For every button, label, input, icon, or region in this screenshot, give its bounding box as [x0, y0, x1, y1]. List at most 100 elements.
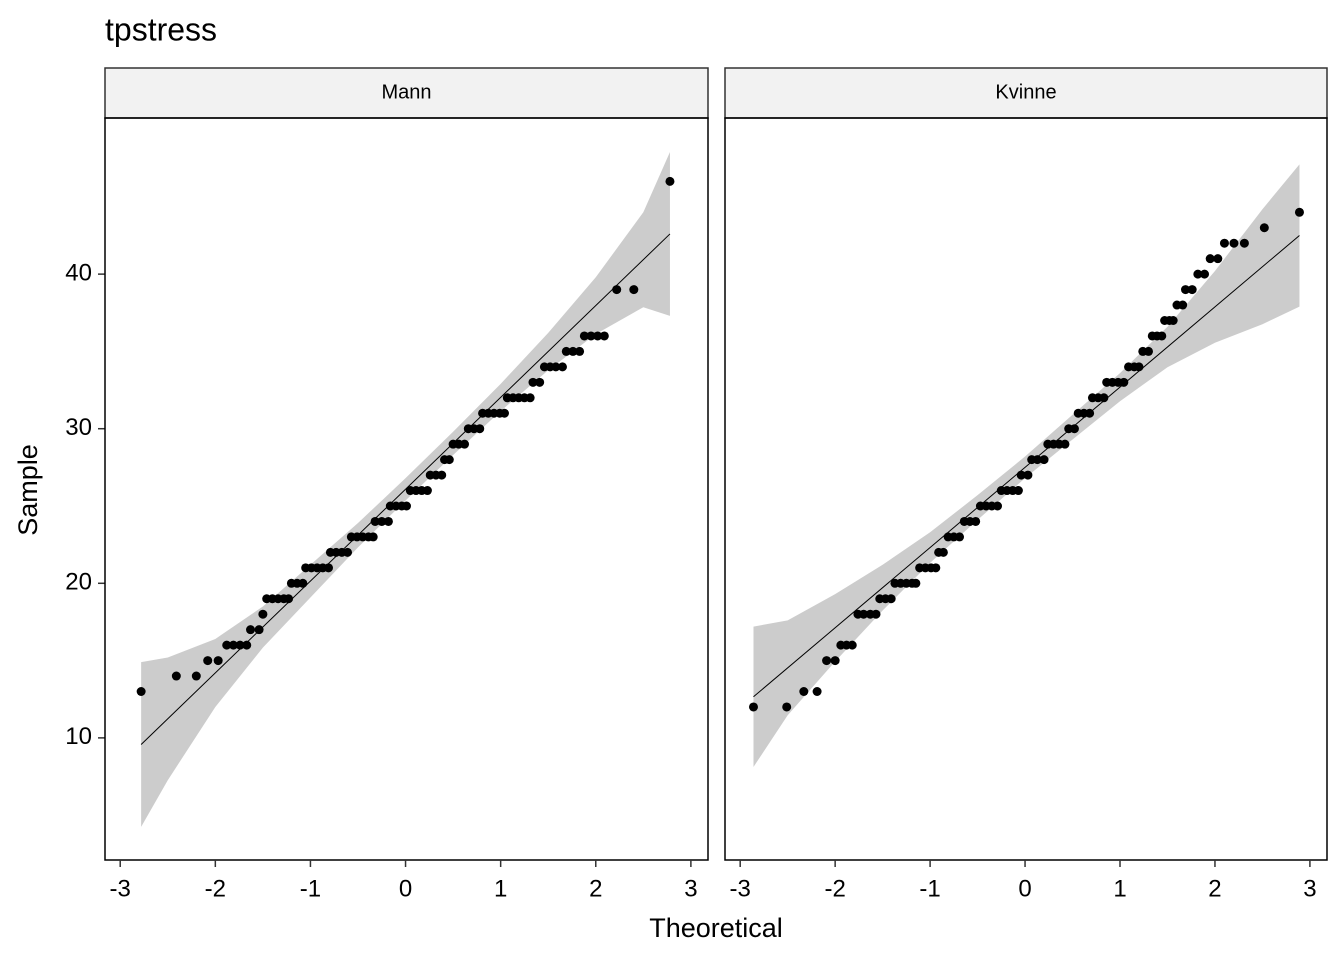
qq-point — [499, 408, 509, 418]
qq-point — [748, 702, 758, 712]
qq-point — [822, 656, 832, 666]
qq-point — [955, 532, 965, 542]
qq-point — [799, 687, 809, 697]
qq-point — [1039, 455, 1049, 465]
qq-point — [284, 594, 294, 604]
strip-label: Mann — [381, 81, 431, 103]
qq-point — [579, 331, 589, 341]
qq-point — [525, 393, 535, 403]
x-tick-label: -2 — [824, 875, 845, 902]
x-tick-label: -1 — [919, 875, 940, 902]
qq-point — [1085, 408, 1095, 418]
y-axis-label: Sample — [13, 444, 43, 536]
strip — [724, 67, 1328, 119]
qq-point — [1294, 207, 1304, 217]
qq-point — [383, 516, 393, 526]
qq-point — [222, 640, 232, 650]
qq-point — [599, 331, 609, 341]
x-axis-label: Theoretical — [649, 913, 783, 943]
y-tick-label: 30 — [65, 414, 92, 441]
x-tick-label: 3 — [684, 875, 697, 902]
qq-point — [370, 516, 380, 526]
x-tick-label: 2 — [1208, 875, 1221, 902]
qq-point — [377, 516, 387, 526]
qq-point — [1168, 316, 1178, 326]
qq-point — [1134, 362, 1144, 372]
qq-point — [437, 470, 447, 480]
qq-point — [593, 331, 603, 341]
qq-point — [1181, 285, 1191, 295]
qq-point — [191, 671, 201, 681]
qq-point — [1213, 254, 1223, 264]
qq-point — [1205, 254, 1215, 264]
qq-point — [1259, 223, 1269, 233]
y-tick-label: 10 — [65, 723, 92, 750]
x-tick-label: 0 — [1018, 875, 1031, 902]
qq-point — [528, 377, 538, 387]
qq-point — [444, 455, 454, 465]
strip-label: Kvinne — [995, 81, 1056, 103]
qq-point — [298, 578, 308, 588]
qq-point — [1200, 269, 1210, 279]
qq-point — [213, 656, 223, 666]
qq-point — [561, 346, 571, 356]
qq-point — [575, 346, 585, 356]
qq-point — [475, 424, 485, 434]
qq-point — [993, 501, 1003, 511]
qq-point — [568, 346, 578, 356]
qq-point — [1099, 393, 1109, 403]
qq-point — [460, 439, 470, 449]
qq-point — [228, 640, 238, 650]
qq-point — [1069, 424, 1079, 434]
qq-point — [665, 176, 675, 186]
qq-point — [557, 362, 567, 372]
qq-point — [1032, 455, 1042, 465]
qq-point — [586, 331, 596, 341]
x-tick-label: -2 — [205, 875, 226, 902]
qq-point — [136, 687, 146, 697]
qq-point — [235, 640, 245, 650]
qq-point — [830, 656, 840, 666]
x-tick-label: -1 — [300, 875, 321, 902]
qq-point — [535, 377, 545, 387]
qq-point — [812, 687, 822, 697]
qq-point — [1187, 285, 1197, 295]
reference-line — [753, 235, 1300, 698]
qq-point — [254, 625, 264, 635]
panel-border — [104, 117, 709, 861]
qq-point — [402, 501, 411, 511]
qq-point — [343, 547, 353, 557]
x-tick-label: 1 — [1113, 875, 1126, 902]
qq-point — [1119, 377, 1129, 387]
qq-point — [1143, 346, 1153, 356]
qq-point — [612, 285, 622, 295]
panel-border — [724, 117, 1328, 861]
qq-point — [324, 563, 334, 573]
qq-point — [1193, 269, 1203, 279]
qq-point — [886, 594, 896, 604]
qq-point — [171, 671, 181, 681]
x-tick-label: 1 — [494, 875, 507, 902]
qq-point — [971, 516, 981, 526]
qq-point — [938, 547, 948, 557]
x-tick-label: 3 — [1303, 875, 1316, 902]
qq-point — [859, 609, 869, 619]
qq-point — [258, 609, 268, 619]
qq-point — [1157, 331, 1167, 341]
qq-point — [422, 486, 432, 496]
qq-point — [246, 625, 256, 635]
chart-title: tpstress — [105, 11, 217, 47]
x-tick-label: 0 — [399, 875, 412, 902]
qq-point — [1219, 238, 1229, 248]
qq-point — [1178, 300, 1188, 310]
qq-point — [629, 285, 639, 295]
reference-line — [140, 233, 671, 745]
qq-point — [931, 563, 941, 573]
qq-point — [203, 656, 213, 666]
qq-point — [911, 578, 921, 588]
qq-point — [551, 362, 561, 372]
qq-point — [1060, 439, 1070, 449]
qq-point — [782, 702, 792, 712]
qq-point — [368, 532, 378, 542]
